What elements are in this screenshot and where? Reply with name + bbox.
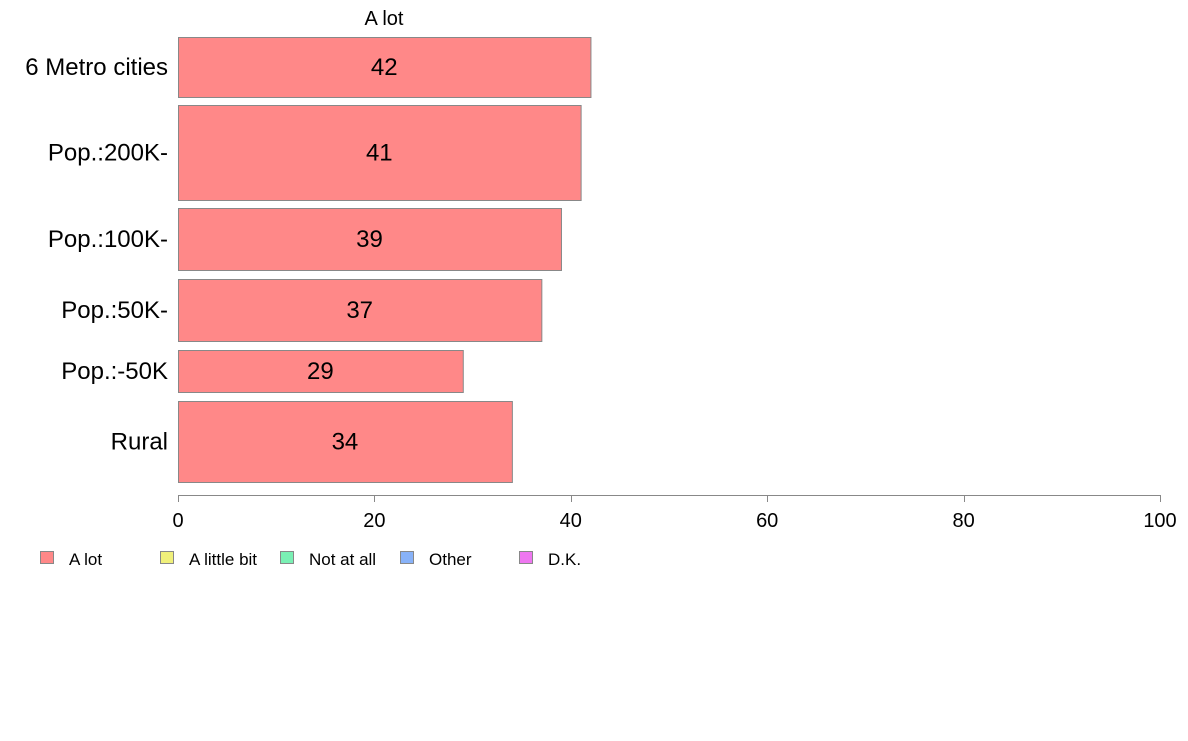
legend-swatch — [160, 551, 174, 564]
legend-label: Not at all — [309, 550, 376, 569]
chart-title: A lot — [365, 8, 404, 30]
category-label: Pop.:100K- — [48, 226, 168, 253]
legend-swatch — [40, 551, 54, 564]
legend-item: A lot — [40, 550, 102, 569]
legend-item: D.K. — [519, 550, 581, 569]
bar — [178, 279, 543, 342]
legend-item: A little bit — [160, 550, 257, 569]
bar — [178, 208, 562, 271]
data-label: 37 — [346, 297, 373, 324]
category-label: Rural — [111, 429, 168, 456]
x-axis: 0 20 40 60 80 100 — [172, 495, 1177, 532]
x-tick-label: 40 — [560, 510, 582, 532]
legend-label: A lot — [69, 550, 102, 569]
legend-label: Other — [429, 550, 472, 569]
legend-label: D.K. — [548, 550, 581, 569]
data-label: 29 — [307, 358, 334, 385]
x-tick-label: 20 — [363, 510, 385, 532]
category-label: Pop.:200K- — [48, 140, 168, 167]
x-tick-label: 0 — [172, 510, 183, 532]
data-label: 42 — [371, 54, 398, 81]
bar — [178, 105, 582, 201]
data-label: 39 — [356, 226, 383, 253]
category-labels-group: 6 Metro cities Pop.:200K- Pop.:100K- Pop.:5… — [25, 54, 168, 456]
legend-item: Not at all — [280, 550, 376, 569]
bar — [178, 37, 592, 98]
bars-group: 42 41 39 37 29 34 — [178, 37, 592, 483]
category-label: Pop.:50K- — [61, 297, 168, 324]
legend-item: Other — [400, 550, 472, 569]
legend-swatch — [280, 551, 294, 564]
legend-swatch — [400, 551, 414, 564]
x-tick-label: 60 — [756, 510, 778, 532]
category-label: Pop.:-50K — [61, 358, 168, 385]
legend-swatch — [519, 551, 533, 564]
category-label: 6 Metro cities — [25, 54, 168, 81]
data-label: 34 — [332, 429, 359, 456]
legend-label: A little bit — [189, 550, 257, 569]
bar — [178, 401, 513, 483]
x-tick-label: 100 — [1143, 510, 1176, 532]
legend: A lot A little bit Not at all Other D.K. — [40, 550, 581, 569]
data-label: 41 — [366, 140, 393, 167]
bar — [178, 350, 464, 393]
x-tick-label: 80 — [952, 510, 974, 532]
